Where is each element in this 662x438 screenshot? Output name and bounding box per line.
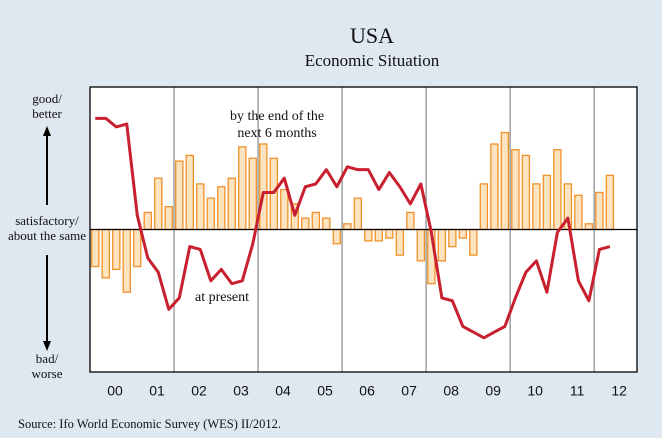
bar	[364, 228, 373, 242]
bar	[574, 194, 583, 231]
arrow-head	[43, 341, 51, 351]
x-tick-label: 01	[149, 383, 165, 399]
bar	[164, 206, 173, 231]
bar	[374, 228, 384, 242]
bar	[395, 228, 405, 256]
annotation: next 6 months	[237, 126, 316, 141]
x-tick-label: 11	[570, 383, 585, 399]
bar	[175, 160, 184, 231]
bar	[490, 143, 499, 231]
chart-title: USA	[350, 23, 394, 48]
bar	[301, 217, 310, 231]
y-label: worse	[31, 366, 62, 381]
annotation: at present	[195, 290, 249, 305]
bar	[206, 197, 216, 231]
bar	[605, 174, 615, 231]
bar	[584, 223, 594, 231]
x-tick-label: 07	[401, 383, 417, 399]
arrow-head	[43, 126, 51, 136]
bar	[248, 157, 258, 231]
bar	[91, 228, 100, 268]
x-tick-label: 02	[191, 383, 207, 399]
x-tick-label: 05	[317, 383, 333, 399]
x-tick-label: 04	[275, 383, 291, 399]
bar	[437, 228, 447, 262]
y-label: good/	[32, 91, 62, 106]
y-label: bad/	[36, 351, 59, 366]
bar	[542, 174, 552, 231]
x-tick-label: 12	[611, 383, 627, 399]
bar	[532, 183, 541, 231]
bar	[101, 228, 110, 279]
bar	[416, 228, 426, 262]
bar	[332, 228, 342, 245]
bar	[500, 131, 510, 231]
bar	[479, 183, 489, 231]
bar	[448, 228, 457, 248]
bar	[185, 154, 195, 231]
y-arrows	[43, 126, 51, 351]
bar	[280, 188, 289, 231]
y-label: better	[32, 106, 62, 121]
bar	[353, 197, 363, 231]
chart-subtitle: Economic Situation	[305, 51, 440, 70]
y-label: satisfactory/	[15, 213, 79, 228]
y-label: about the same	[8, 228, 86, 243]
bar	[511, 149, 520, 231]
annotation: by the end of the	[230, 109, 324, 124]
bar	[322, 217, 331, 231]
x-tick-label: 09	[485, 383, 501, 399]
bar	[521, 154, 531, 231]
bar	[311, 211, 321, 231]
bar	[343, 223, 352, 231]
bar	[595, 191, 604, 231]
bar	[217, 186, 226, 231]
x-tick-label: 00	[107, 383, 123, 399]
bar	[406, 211, 415, 231]
bar	[112, 228, 121, 271]
bar	[143, 211, 152, 231]
x-tick-label: 03	[233, 383, 249, 399]
bar	[154, 177, 163, 231]
bar	[553, 149, 562, 231]
bar	[133, 228, 142, 268]
bar	[385, 228, 394, 239]
bar	[196, 183, 205, 231]
bar	[122, 228, 131, 293]
x-tick-label: 08	[443, 383, 459, 399]
bar	[458, 228, 468, 239]
x-tick-label: 06	[359, 383, 375, 399]
bar	[259, 143, 268, 231]
bar	[227, 177, 237, 231]
source: Source: Ifo World Economic Survey (WES) …	[18, 417, 281, 431]
bar	[238, 146, 247, 231]
plot-border	[89, 86, 638, 373]
x-tick-label: 10	[527, 383, 543, 399]
line	[95, 116, 611, 340]
bar	[469, 228, 478, 256]
